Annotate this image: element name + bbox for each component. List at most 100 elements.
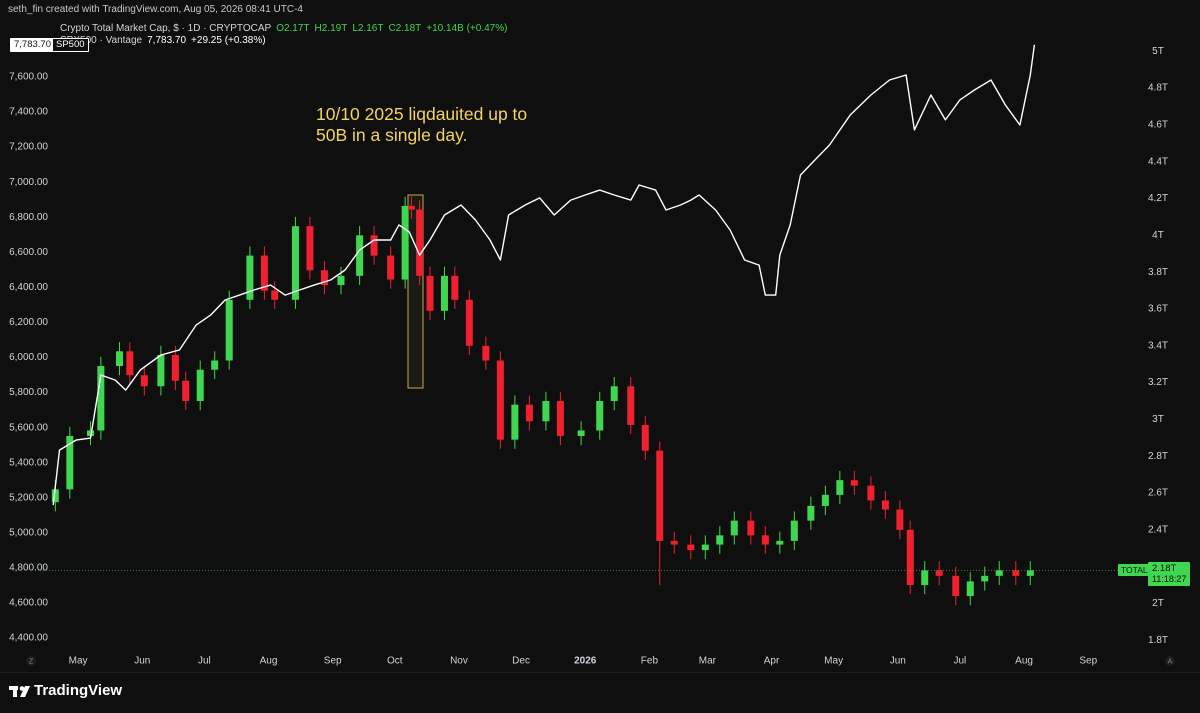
candle-body <box>337 275 345 286</box>
candle-body <box>66 435 74 490</box>
candle-body <box>596 401 604 431</box>
candle-body <box>670 540 678 545</box>
y-tick-label: 4,600.00 <box>9 598 48 609</box>
candle-body <box>995 570 1003 576</box>
y-tick-label: 6,000.00 <box>9 352 48 363</box>
candle-body <box>776 540 784 545</box>
candle-body <box>407 205 415 210</box>
logo-part <box>13 686 17 697</box>
watermark: seth_fin created with TradingView.com, A… <box>8 4 303 15</box>
candle-body <box>416 209 424 276</box>
logo-part <box>20 686 30 697</box>
x-tick-label: 2026 <box>574 656 597 667</box>
x-tick-label: Apr <box>764 656 780 667</box>
candle-body <box>482 345 490 361</box>
candle-body <box>306 226 314 271</box>
y-tick-label: 7,200.00 <box>9 142 48 153</box>
stat-value: C2.18T <box>388 23 422 34</box>
candle-body <box>115 351 123 367</box>
zoom-icon: Z <box>29 658 34 665</box>
candle-body <box>850 480 858 486</box>
candle-body <box>182 380 190 401</box>
candle-body <box>140 375 148 387</box>
x-tick-label: Nov <box>450 656 468 667</box>
candle-body <box>196 369 204 401</box>
x-tick-label: Oct <box>387 656 403 667</box>
price-tag: 7,783.70 <box>10 38 55 52</box>
stat-value: +10.14B (+0.47%) <box>426 23 508 34</box>
legend-spx: SPX500 · Vantage 7,783.70 +29.25 (+0.38%) <box>60 35 266 46</box>
y-tick-label: 6,200.00 <box>9 317 48 328</box>
zoom-button[interactable] <box>26 656 36 666</box>
candle-body <box>701 544 709 551</box>
y-tick-label: 7,000.00 <box>9 177 48 188</box>
y2-tick-label: 4.8T <box>1148 83 1168 94</box>
candle-body <box>1026 570 1034 576</box>
candle-body <box>387 255 395 280</box>
candle-body <box>881 500 889 510</box>
x-tick-label: May <box>824 656 843 667</box>
x-tick-label: Jun <box>134 656 150 667</box>
y-tick-label: 5,000.00 <box>9 527 48 538</box>
candle-body <box>291 226 299 300</box>
candle-body <box>511 404 519 440</box>
candle-body <box>465 299 473 346</box>
x-tick-label: Jun <box>890 656 906 667</box>
candle-body <box>542 401 550 422</box>
candle-body <box>246 255 254 300</box>
y-tick-label: 4,800.00 <box>9 563 48 574</box>
annotation-line: 10/10 2025 liqdauited up to <box>316 104 528 124</box>
candle-body <box>867 485 875 501</box>
candle-body <box>171 354 179 381</box>
x-tick-label: May <box>69 656 88 667</box>
candle-body <box>747 520 755 536</box>
last-price-tag: 2.18T 11:18:27 <box>1148 562 1191 587</box>
candle-body <box>761 535 769 545</box>
candle-body <box>610 386 618 401</box>
auto-scale-button[interactable] <box>1165 656 1175 666</box>
y-tick-label: 7,600.00 <box>9 72 48 83</box>
x-tick-label: Aug <box>1015 656 1033 667</box>
candle-body <box>211 360 219 370</box>
candle-body <box>97 366 105 431</box>
series-tag: TOTAL <box>1118 564 1151 577</box>
last-price-label: 2.18T <box>1152 563 1177 575</box>
candle-body <box>921 570 929 586</box>
y-tick-label: 7,400.00 <box>9 107 48 118</box>
y2-tick-label: 4T <box>1152 230 1164 241</box>
x-tick-label: Aug <box>260 656 278 667</box>
candle-body <box>126 351 134 376</box>
y2-tick-label: 3.2T <box>1148 377 1168 388</box>
y2-tick-label: 4.6T <box>1148 120 1168 131</box>
y-tick-label: 6,400.00 <box>9 282 48 293</box>
y2-tick-label: 1.8T <box>1148 635 1168 646</box>
plot <box>40 44 1118 606</box>
y-tick-label: 4,400.00 <box>9 633 48 644</box>
y-tick-label: 5,400.00 <box>9 457 48 468</box>
series-name: SPX500 · Vantage <box>60 35 143 46</box>
x-tick-label: Sep <box>1079 656 1097 667</box>
y-tick-label: 5,200.00 <box>9 492 48 503</box>
annotation-line: 50B in a single day. <box>316 125 468 145</box>
candle-body <box>271 290 279 300</box>
y2-tick-label: 4.2T <box>1148 193 1168 204</box>
annotation: 10/10 2025 liqdauited up to 50B in a sin… <box>316 104 527 146</box>
candle-body <box>730 520 738 536</box>
y2-tick-label: 3.6T <box>1148 304 1168 315</box>
brand-name: TradingView <box>34 682 123 699</box>
candle-body <box>440 275 448 311</box>
candle-body <box>906 529 914 586</box>
candle-body <box>790 520 798 541</box>
x-tick-label: Feb <box>641 656 659 667</box>
stat-value: O2.17T <box>276 23 310 34</box>
legend-crypto: Crypto Total Market Cap, $ · 1D · CRYPTO… <box>60 23 507 34</box>
candle-body <box>687 544 695 551</box>
x-tick-label: Sep <box>324 656 342 667</box>
candle-body <box>356 235 364 276</box>
auto-scale-icon: A <box>1168 658 1173 665</box>
stat-value: +29.25 (+0.38%) <box>191 35 266 46</box>
countdown: 11:18:27 <box>1152 574 1187 585</box>
